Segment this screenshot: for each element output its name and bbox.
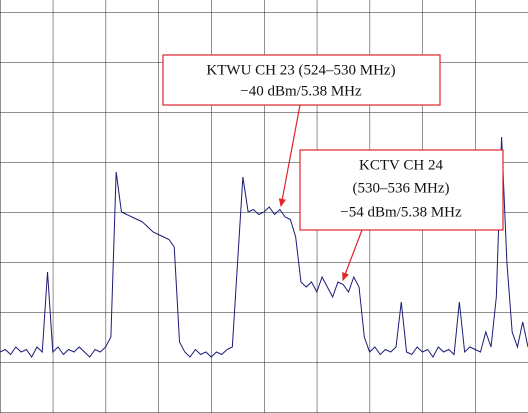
arrow [278,104,301,208]
annotation-text: KTWU CH 23 (524–530 MHz) [206,62,395,78]
annotation-text: −40 dBm/5.38 MHz [240,83,362,99]
arrow [342,229,363,282]
annotation-text: −54 dBm/5.38 MHz [340,204,462,220]
annotation-box [162,54,441,106]
annotation-box [299,149,504,231]
annotation-text: (530–536 MHz) [352,180,449,196]
annotation-text: KCTV CH 24 [359,157,443,173]
trace [0,136,528,358]
trace-layer [0,136,528,358]
